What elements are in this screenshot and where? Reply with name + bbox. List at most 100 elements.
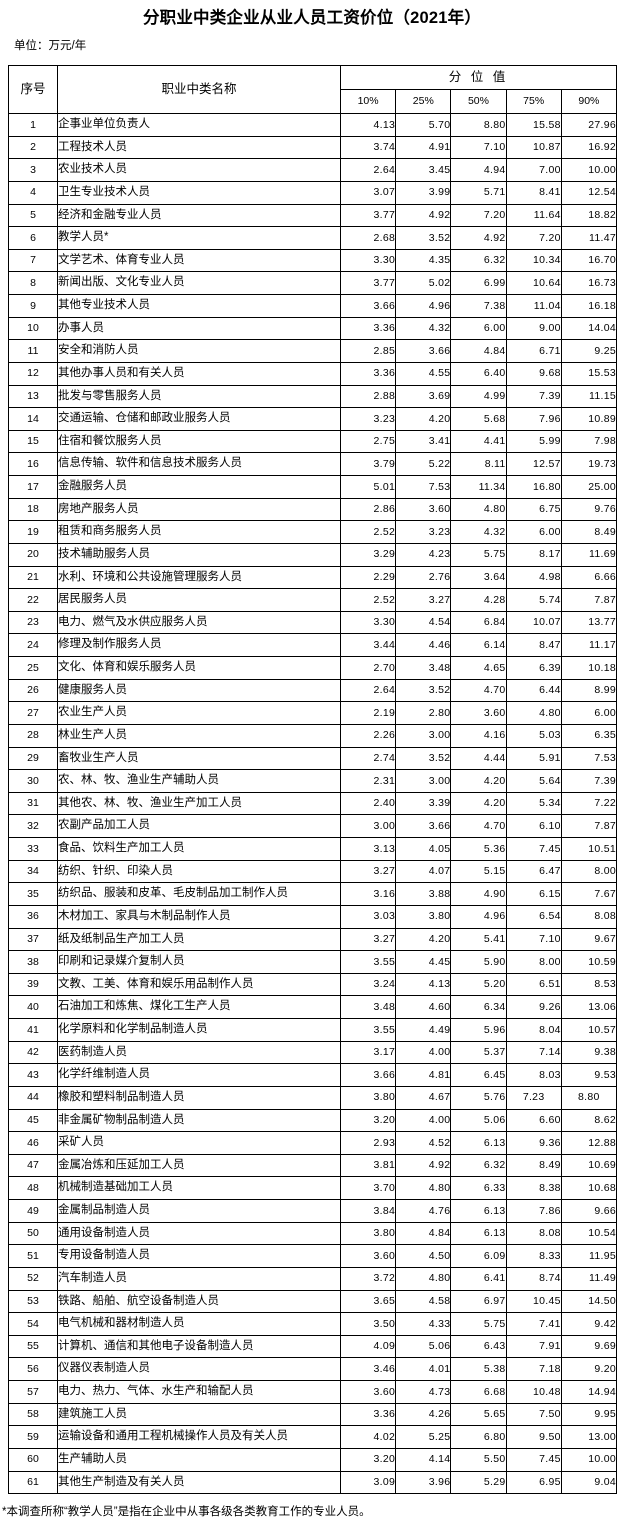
value-cell-p50: 7.10: [450, 135, 507, 160]
row-index-cell: 13: [8, 384, 58, 409]
value-cell-p75: 6.00: [505, 520, 562, 544]
row-index-cell: 50: [8, 1221, 58, 1246]
row-index-cell: 7: [8, 248, 58, 273]
value-cell-p90: 9.76: [560, 497, 618, 522]
value-cell-p75: 8.04: [505, 1018, 562, 1042]
value-cell-p50: 5.76: [450, 1085, 507, 1110]
occupation-name-cell: 其他生产制造及有关人员: [57, 1470, 341, 1495]
table-row: 23 电力、燃气及水供应服务人员 3.30 4.54 6.84 10.07 13.77: [8, 610, 618, 635]
value-cell-p90: 9.95: [560, 1402, 618, 1427]
value-cell-p10: 3.24: [339, 972, 397, 997]
value-cell-p75: 9.50: [505, 1425, 562, 1449]
value-cell-p10: 2.93: [339, 1131, 397, 1155]
value-cell-p25: 4.35: [395, 248, 452, 273]
table-row: 19 租赁和商务服务人员 2.52 3.23 4.32 6.00 8.49: [8, 520, 618, 544]
row-index-cell: 48: [8, 1176, 58, 1200]
value-cell-p10: 3.80: [339, 1221, 397, 1246]
table-row: 43 化学纤维制造人员 3.66 4.81 6.45 8.03 9.53: [8, 1063, 618, 1087]
row-index-cell: 36: [8, 904, 58, 929]
occupation-name-cell: 农、林、牧、渔业生产辅助人员: [57, 769, 341, 793]
value-cell-p90: 9.25: [560, 339, 618, 363]
value-cell-p50: 6.68: [450, 1380, 507, 1404]
value-cell-p50: 4.90: [450, 882, 507, 906]
value-cell-p50: 6.40: [450, 361, 507, 386]
value-cell-p90: 9.67: [560, 927, 618, 952]
value-cell-p10: 3.30: [339, 248, 397, 273]
value-cell-p50: 5.06: [450, 1108, 507, 1133]
value-cell-p50: 4.41: [450, 429, 507, 454]
value-cell-p10: 2.40: [339, 791, 397, 816]
value-cell-p25: 4.50: [395, 1244, 452, 1268]
value-cell-p90: 9.20: [560, 1357, 618, 1381]
row-index-cell: 43: [8, 1063, 58, 1087]
occupation-name-cell: 文教、工美、体育和娱乐用品制作人员: [57, 972, 341, 997]
value-cell-p25: 4.13: [395, 972, 452, 997]
table-row: 41 化学原料和化学制品制造人员 3.55 4.49 5.96 8.04 10.57: [8, 1018, 618, 1042]
value-cell-p75: 6.15: [505, 882, 562, 906]
occupation-name-cell: 交通运输、仓储和邮政业服务人员: [57, 407, 341, 431]
table-footnote: *本调查所称“教学人员”是指在企业中从事各级各类教育工作的专业人员。: [2, 1506, 371, 1519]
value-cell-p75: 11.04: [505, 294, 562, 318]
value-cell-p90: 11.49: [560, 1266, 618, 1291]
row-index-cell: 10: [8, 316, 58, 341]
occupation-name-cell: 纺织、针织、印染人员: [57, 859, 341, 884]
table-row: 21 水利、环境和公共设施管理服务人员 2.29 2.76 3.64 4.98 6.66: [8, 565, 618, 590]
value-cell-p75: 6.10: [505, 814, 562, 838]
value-cell-p25: 4.84: [395, 1221, 452, 1246]
value-cell-p50: 4.96: [450, 904, 507, 929]
value-cell-p50: 6.13: [450, 1199, 507, 1223]
value-cell-p75: 8.17: [505, 542, 562, 567]
row-index-cell: 49: [8, 1199, 58, 1223]
table-row: 6 教学人员* 2.68 3.52 4.92 7.20 11.47: [8, 226, 618, 250]
value-cell-p90: 11.95: [560, 1244, 618, 1268]
table-row: 49 金属制品制造人员 3.84 4.76 6.13 7.86 9.66: [8, 1199, 618, 1223]
table-row: 42 医药制造人员 3.17 4.00 5.37 7.14 9.38: [8, 1040, 618, 1065]
value-cell-p50: 6.34: [450, 995, 507, 1019]
value-cell-p50: 6.14: [450, 633, 507, 657]
value-cell-p25: 3.80: [395, 904, 452, 929]
value-cell-p25: 4.52: [395, 1131, 452, 1155]
occupation-name-cell: 文学艺术、体育专业人员: [57, 248, 341, 273]
table-head: 序号 职业中类名称 分 位 值 10% 25% 50% 75% 90%: [8, 65, 618, 114]
occupation-name-cell: 纺织品、服装和皮革、毛皮制品加工制作人员: [57, 882, 341, 906]
value-cell-p10: 2.64: [339, 678, 397, 703]
value-cell-p75: 10.07: [505, 610, 562, 635]
row-index-cell: 28: [8, 723, 58, 748]
value-cell-p90: 6.66: [560, 565, 618, 590]
row-index-cell: 17: [8, 475, 58, 499]
value-cell-p10: 3.55: [339, 1018, 397, 1042]
value-cell-p25: 4.32: [395, 316, 452, 341]
value-cell-p50: 6.13: [450, 1221, 507, 1246]
value-cell-p25: 3.52: [395, 678, 452, 703]
value-cell-p10: 2.64: [339, 158, 397, 182]
value-cell-p50: 5.90: [450, 950, 507, 974]
value-cell-p10: 2.75: [339, 429, 397, 454]
page-root: 分职业中类企业从业人员工资价位（2021年） 单位：万元/年 序号 职业中类名称…: [2, 10, 618, 1518]
value-cell-p75: 6.54: [505, 904, 562, 929]
value-cell-p25: 4.58: [395, 1289, 452, 1314]
row-index-cell: 61: [8, 1470, 58, 1495]
table-row: 13 批发与零售服务人员 2.88 3.69 4.99 7.39 11.15: [8, 384, 618, 409]
value-cell-p10: 3.65: [339, 1289, 397, 1314]
row-index-cell: 29: [8, 746, 58, 771]
value-cell-p50: 6.33: [450, 1176, 507, 1200]
occupation-name-cell: 建筑施工人员: [57, 1402, 341, 1427]
row-index-cell: 3: [8, 158, 58, 182]
table-row: 56 仪器仪表制造人员 3.46 4.01 5.38 7.18 9.20: [8, 1357, 618, 1381]
value-cell-p75: 5.03: [505, 723, 562, 748]
row-index-cell: 25: [8, 656, 58, 680]
value-cell-p75: 6.60: [505, 1108, 562, 1133]
table-row: 54 电气机械和器材制造人员 3.50 4.33 5.75 7.41 9.42: [8, 1312, 618, 1336]
value-cell-p90: 11.15: [560, 384, 618, 409]
row-index-cell: 5: [8, 203, 58, 228]
table-row: 50 通用设备制造人员 3.80 4.84 6.13 8.08 10.54: [8, 1221, 618, 1246]
value-cell-p25: 4.76: [395, 1199, 452, 1223]
value-cell-p50: 4.65: [450, 656, 507, 680]
value-cell-p50: 5.37: [450, 1040, 507, 1065]
value-cell-p75: 10.48: [505, 1380, 562, 1404]
row-index-cell: 54: [8, 1312, 58, 1336]
value-cell-p75: 4.80: [505, 701, 562, 725]
value-cell-p10: 3.70: [339, 1176, 397, 1200]
table-row: 33 食品、饮料生产加工人员 3.13 4.05 5.36 7.45 10.51: [8, 837, 618, 861]
value-cell-p75: 7.45: [505, 1447, 562, 1472]
